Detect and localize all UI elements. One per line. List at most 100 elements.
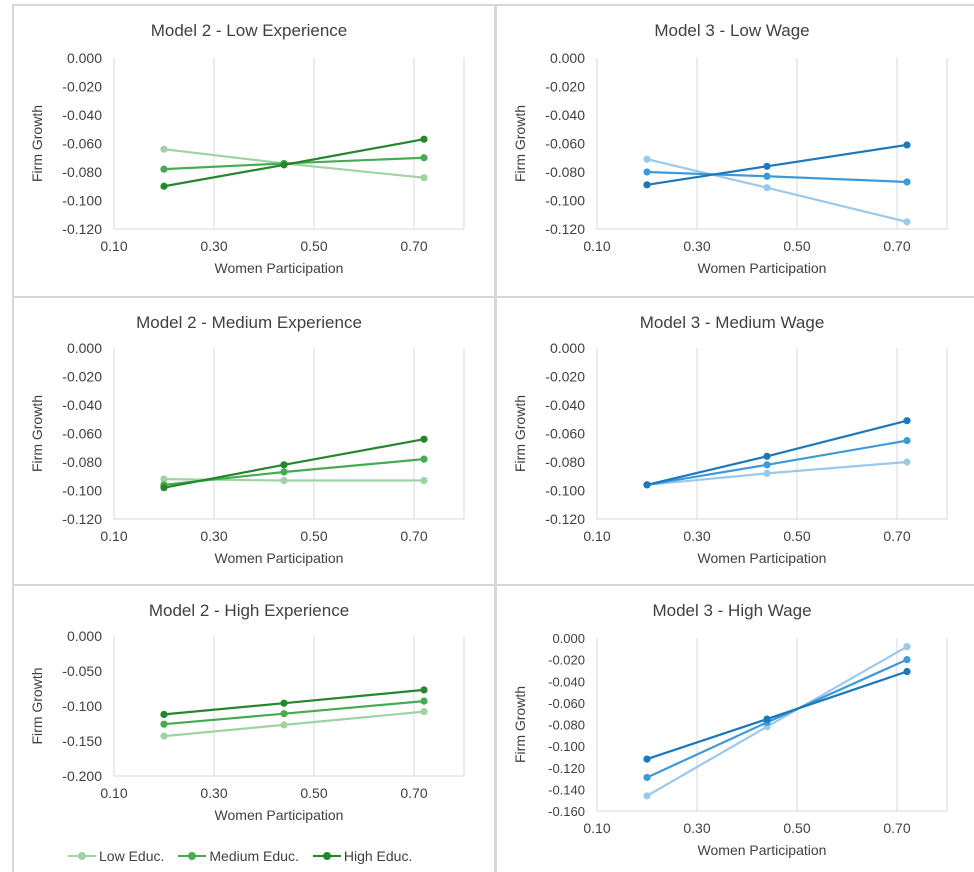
chart-svg: Model 2 - High Experience 0.000 -0.050 -0.1…: [29, 601, 465, 823]
data-point: [160, 720, 168, 728]
legend-item-medium-educ: Medium Educ.: [178, 848, 299, 864]
data-point: [420, 697, 428, 705]
chart-svg: Model 2 - Medium Experience 0.000 -0.020 -0…: [29, 313, 465, 566]
data-point: [763, 452, 771, 460]
y-axis-label: Firm Growth: [512, 686, 528, 763]
y-tick-label: -0.020: [62, 369, 102, 385]
vertical-divider: [494, 6, 497, 872]
data-point: [903, 667, 911, 676]
x-tick-label: 0.70: [400, 785, 427, 801]
chart-title: Model 3 - Medium Wage: [640, 313, 825, 332]
left-border: [12, 6, 14, 872]
data-point: [643, 155, 651, 163]
data-point: [763, 184, 771, 192]
x-tick-label: 0.70: [883, 528, 910, 544]
y-tick-label: -0.160: [548, 804, 585, 819]
y-tick-label: -0.120: [545, 221, 585, 237]
x-tick-label: 0.50: [300, 528, 327, 544]
data-point: [643, 755, 651, 763]
data-point: [160, 732, 168, 740]
legend-swatch-low-educ: [68, 850, 96, 862]
x-tick-label: 0.10: [583, 238, 610, 254]
data-point: [160, 475, 168, 483]
data-point: [903, 141, 911, 149]
x-tick-label: 0.30: [683, 820, 710, 836]
y-tick-label: -0.050: [62, 663, 102, 679]
data-point: [903, 218, 911, 226]
x-tick-label: 0.70: [883, 238, 910, 254]
y-tick-label: -0.200: [62, 768, 102, 784]
y-tick-label: -0.040: [545, 107, 585, 123]
chart-panel-high-wage: Model 3 - High Wage 0.000 -0.020 -0.040 -0.0…: [497, 586, 974, 872]
data-point: [763, 715, 771, 723]
y-tick-label: -0.080: [545, 164, 585, 180]
y-tick-label: -0.040: [62, 397, 102, 413]
x-tick-label: 0.50: [300, 785, 327, 801]
legend-item-low-educ: Low Educ.: [68, 848, 164, 864]
data-point: [280, 699, 288, 707]
y-tick-label: -0.100: [62, 483, 102, 499]
y-tick-label: -0.120: [62, 221, 102, 237]
data-point: [763, 469, 771, 477]
data-point: [420, 154, 428, 162]
x-tick-label: 0.10: [583, 820, 610, 836]
x-axis-label: Women Participation: [215, 807, 344, 823]
data-point: [903, 437, 911, 445]
series-line: [163, 710, 425, 738]
chart-panel-low-experience: Model 2 - Low Experience 0.000 -0.020 -0.04…: [14, 6, 494, 296]
data-point: [643, 181, 651, 189]
y-tick-label: 0.000: [67, 50, 102, 66]
x-tick-label: 0.50: [300, 238, 327, 254]
series-line: [163, 700, 425, 726]
data-point: [420, 435, 428, 443]
x-tick-label: 0.70: [400, 238, 427, 254]
x-axis-label: Women Participation: [215, 260, 344, 276]
y-tick-label: -0.100: [548, 739, 585, 754]
chart-title: Model 3 - High Wage: [652, 601, 811, 620]
x-tick-label: 0.30: [200, 238, 227, 254]
data-point: [280, 710, 288, 718]
x-axis-label: Women Participation: [698, 842, 827, 858]
y-axis-label: Firm Growth: [29, 395, 45, 472]
y-tick-label: -0.040: [545, 397, 585, 413]
chart-title: Model 2 - Low Experience: [151, 21, 348, 40]
y-axis-label: Firm Growth: [29, 668, 45, 745]
y-tick-label: 0.000: [67, 628, 102, 644]
chart-svg: Model 3 - Low Wage 0.000 -0.020 -0.040 -0.06…: [512, 21, 948, 276]
y-axis-label: Firm Growth: [29, 105, 45, 182]
chart-legend: Low Educ. Medium Educ. High Educ.: [68, 846, 412, 866]
y-tick-label: -0.120: [548, 761, 585, 776]
x-tick-label: 0.50: [783, 528, 810, 544]
y-tick-label: -0.080: [62, 454, 102, 470]
x-axis-label: Women Participation: [698, 260, 827, 276]
series-line: [646, 419, 908, 486]
series-line: [646, 645, 908, 797]
y-tick-label: -0.120: [62, 511, 102, 527]
chart-svg: Model 3 - High Wage 0.000 -0.020 -0.040 -0.0…: [512, 601, 948, 858]
y-tick-label: 0.000: [552, 631, 585, 646]
chart-title: Model 2 - High Experience: [149, 601, 349, 620]
data-point: [280, 721, 288, 729]
data-point: [903, 458, 911, 466]
data-point: [903, 643, 911, 651]
data-point: [420, 686, 428, 694]
data-point: [160, 484, 168, 492]
y-tick-label: -0.040: [548, 674, 585, 689]
chart-svg: Model 2 - Low Experience 0.000 -0.020 -0.04…: [29, 21, 465, 276]
series-line: [646, 670, 908, 761]
top-border: [12, 4, 974, 6]
y-tick-label: -0.060: [545, 426, 585, 442]
series-line: [646, 143, 908, 186]
series-line: [163, 688, 425, 716]
x-tick-label: 0.10: [583, 528, 610, 544]
series-line: [646, 170, 908, 184]
series-line: [646, 439, 908, 486]
data-point: [763, 172, 771, 180]
y-tick-label: -0.020: [548, 653, 585, 668]
data-point: [643, 773, 651, 782]
data-point: [643, 168, 651, 176]
y-tick-label: -0.020: [62, 79, 102, 95]
data-point: [420, 174, 428, 182]
chart-svg: Model 3 - Medium Wage 0.000 -0.020 -0.040 -0…: [512, 313, 948, 566]
y-tick-label: -0.100: [62, 698, 102, 714]
